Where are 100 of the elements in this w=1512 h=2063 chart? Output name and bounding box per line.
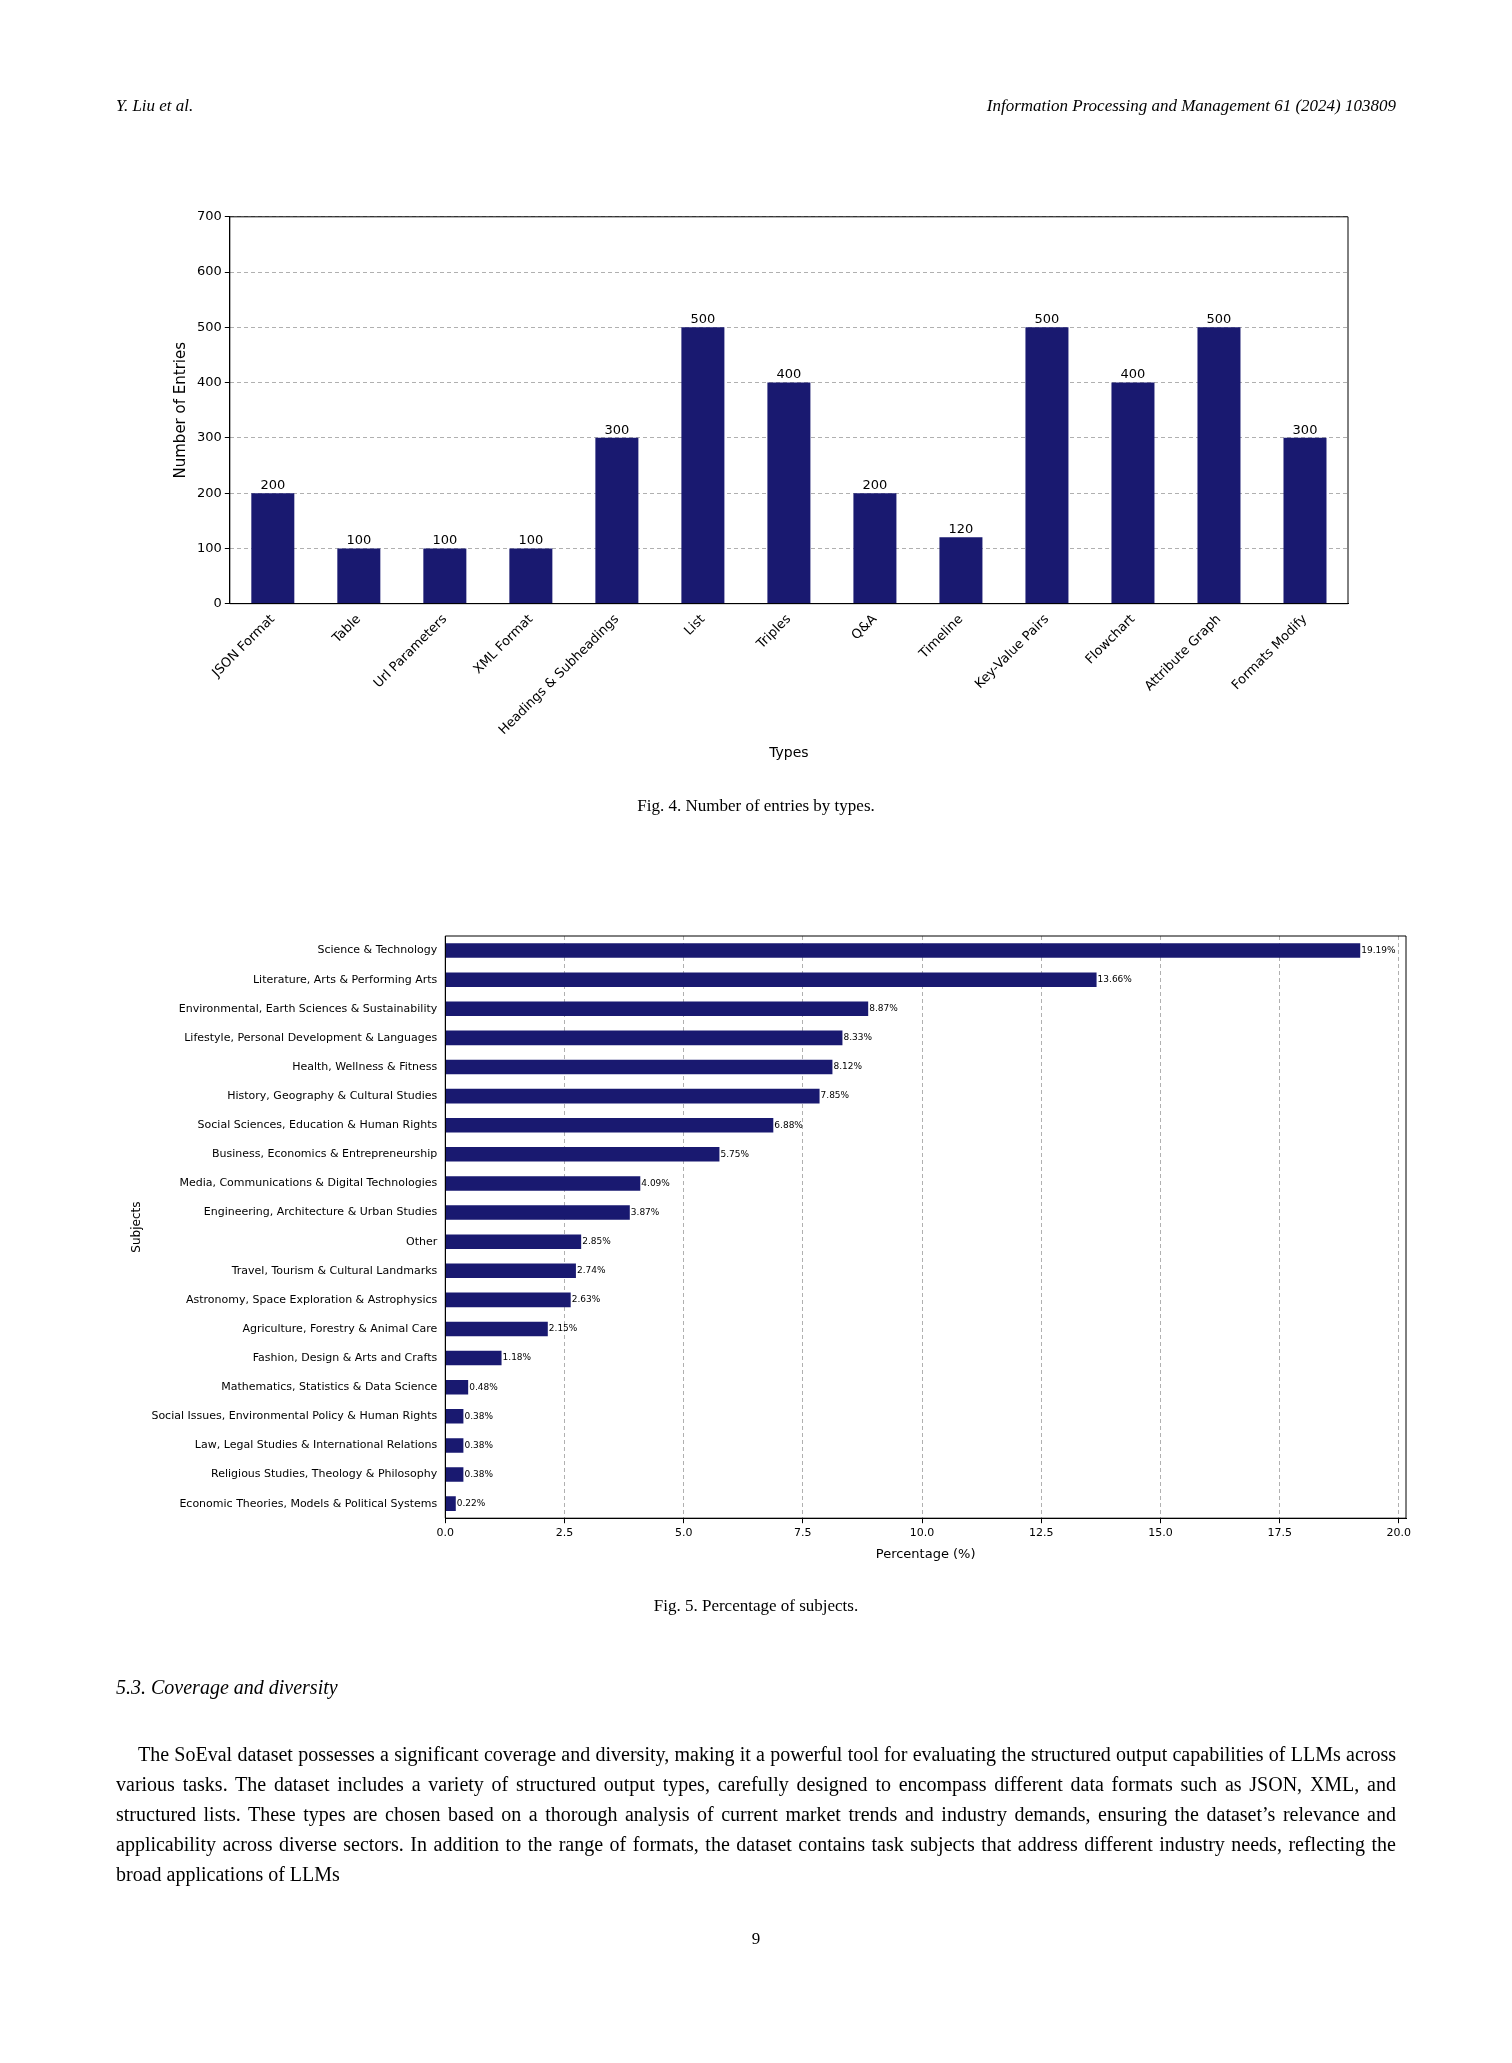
bar	[681, 327, 725, 604]
data-label: 4.09%	[641, 1177, 671, 1188]
x-tick-label: 7.5	[794, 1525, 812, 1539]
data-label: 2.85%	[582, 1236, 612, 1246]
bar	[445, 1379, 469, 1395]
data-label: 8.12%	[833, 1061, 863, 1072]
data-label: 0.38%	[464, 1439, 494, 1450]
y-tick-label: Social Sciences, Education & Human Rights	[197, 1118, 438, 1132]
x-tick-label: 17.5	[1267, 1525, 1292, 1539]
caption: Fig. 5. Percentage of subjects.	[652, 1596, 860, 1616]
bar	[445, 1147, 720, 1162]
y-tick-label: Health, Wellness & Fitness	[292, 1059, 438, 1073]
bar	[445, 1088, 820, 1104]
data-label: 120	[948, 521, 974, 537]
bar	[767, 382, 811, 604]
bar	[445, 1176, 641, 1191]
data-label: 13.66%	[1097, 974, 1133, 985]
y-tick-label: 300	[196, 429, 222, 445]
bar	[337, 548, 381, 604]
caption: Fig. 4. Number of entries by types.	[636, 796, 876, 816]
y-tick-label: Travel, Tourism & Cultural Landmarks	[230, 1263, 438, 1277]
bar	[445, 1467, 464, 1482]
bar	[445, 1321, 548, 1337]
data-label: 500	[690, 311, 716, 327]
bar	[445, 1292, 571, 1308]
y-tick-label: 700	[196, 208, 222, 224]
y-tick-label: 400	[196, 373, 222, 389]
y-axis-title: Number of Entries	[170, 341, 189, 479]
data-label: 500	[1206, 311, 1232, 327]
y-tick-label: 100	[196, 539, 222, 555]
data-label: 400	[776, 366, 802, 382]
x-tick-label: 12.5	[1029, 1525, 1054, 1539]
bar	[445, 1001, 869, 1017]
data-label: 400	[1120, 366, 1146, 382]
data-label: 0.38%	[464, 1468, 494, 1479]
y-tick-label: Media, Communications & Digital Technologies	[179, 1176, 438, 1190]
bar	[445, 1496, 456, 1511]
data-label: 8.33%	[843, 1032, 873, 1043]
y-tick-label: History, Geography & Cultural Studies	[227, 1088, 438, 1102]
data-label: 100	[432, 532, 458, 548]
data-label: 6.88%	[774, 1119, 804, 1130]
bar	[445, 943, 1361, 958]
bar	[595, 437, 639, 604]
data-label: 200	[862, 477, 888, 493]
y-tick-label: 200	[196, 484, 222, 500]
y-tick-label: Religious Studies, Theology & Philosophy	[211, 1467, 438, 1481]
bar	[1025, 327, 1069, 604]
bar	[445, 1438, 464, 1453]
x-axis-title: Types	[768, 744, 809, 761]
y-tick-label: Fashion, Design & Arts and Crafts	[252, 1350, 438, 1364]
bar	[853, 493, 897, 604]
y-tick-label: Agriculture, Forestry & Animal Care	[242, 1321, 438, 1335]
bar	[445, 1117, 774, 1133]
data-label: 500	[1034, 311, 1060, 327]
data-label: 2.63%	[571, 1294, 601, 1305]
x-tick-label: 2.5	[555, 1525, 574, 1539]
bar	[939, 537, 983, 604]
text: Y. Liu et al.	[116, 96, 194, 116]
data-label: 0.38%	[464, 1410, 494, 1421]
text: 9	[750, 1929, 762, 1950]
data-label: 2.74%	[576, 1265, 606, 1276]
y-axis-title: Subjects	[129, 1201, 144, 1253]
bar	[1197, 327, 1241, 604]
text: Information Processing and Management 61 (2024) 103809	[986, 96, 1396, 116]
bar	[445, 1030, 843, 1046]
data-label: 5.75%	[720, 1148, 750, 1159]
bar	[1283, 437, 1327, 604]
data-label: 100	[518, 532, 544, 548]
data-label: 19.19%	[1361, 944, 1396, 955]
x-tick-label: 20.0	[1386, 1525, 1412, 1539]
y-tick-label: Mathematics, Statistics & Data Science	[221, 1380, 438, 1394]
y-tick-label: Science & Technology	[317, 943, 438, 957]
x-tick-label: 15.0	[1148, 1525, 1173, 1539]
bar	[445, 1409, 464, 1424]
data-label: 2.15%	[548, 1323, 578, 1334]
bar	[423, 548, 467, 604]
data-label: 300	[1292, 421, 1318, 437]
data-label: 8.87%	[869, 1003, 899, 1014]
x-tick-label: 0.0	[436, 1525, 455, 1539]
y-tick-label: 600	[196, 263, 222, 279]
y-tick-label: Other	[406, 1234, 438, 1248]
y-tick-label: Lifestyle, Personal Development & Languages	[184, 1030, 438, 1044]
y-tick-label: Law, Legal Studies & International Relations	[194, 1438, 438, 1452]
text: 5.3. Coverage and diversity	[115, 1675, 339, 1699]
data-label: 0.48%	[469, 1381, 499, 1392]
x-tick-label: List	[680, 611, 708, 638]
y-tick-label: Social Issues, Environmental Policy & Human Rights	[151, 1409, 438, 1423]
y-tick-label: Astronomy, Space Exploration & Astrophysics	[186, 1292, 438, 1306]
data-label: 3.87%	[630, 1206, 660, 1217]
y-tick-label: Engineering, Architecture & Urban Studies	[203, 1205, 438, 1219]
y-tick-label: 0	[213, 595, 222, 611]
data-label: 1.18%	[502, 1352, 532, 1363]
bar	[445, 1263, 576, 1279]
y-tick-label: 500	[196, 318, 222, 334]
x-axis-title: Percentage (%)	[875, 1545, 976, 1561]
bar	[445, 1059, 833, 1075]
data-label: 0.22%	[456, 1497, 486, 1508]
bar	[509, 548, 553, 604]
bar	[445, 1350, 502, 1366]
y-tick-label: Economic Theories, Models & Political Systems	[179, 1496, 438, 1510]
